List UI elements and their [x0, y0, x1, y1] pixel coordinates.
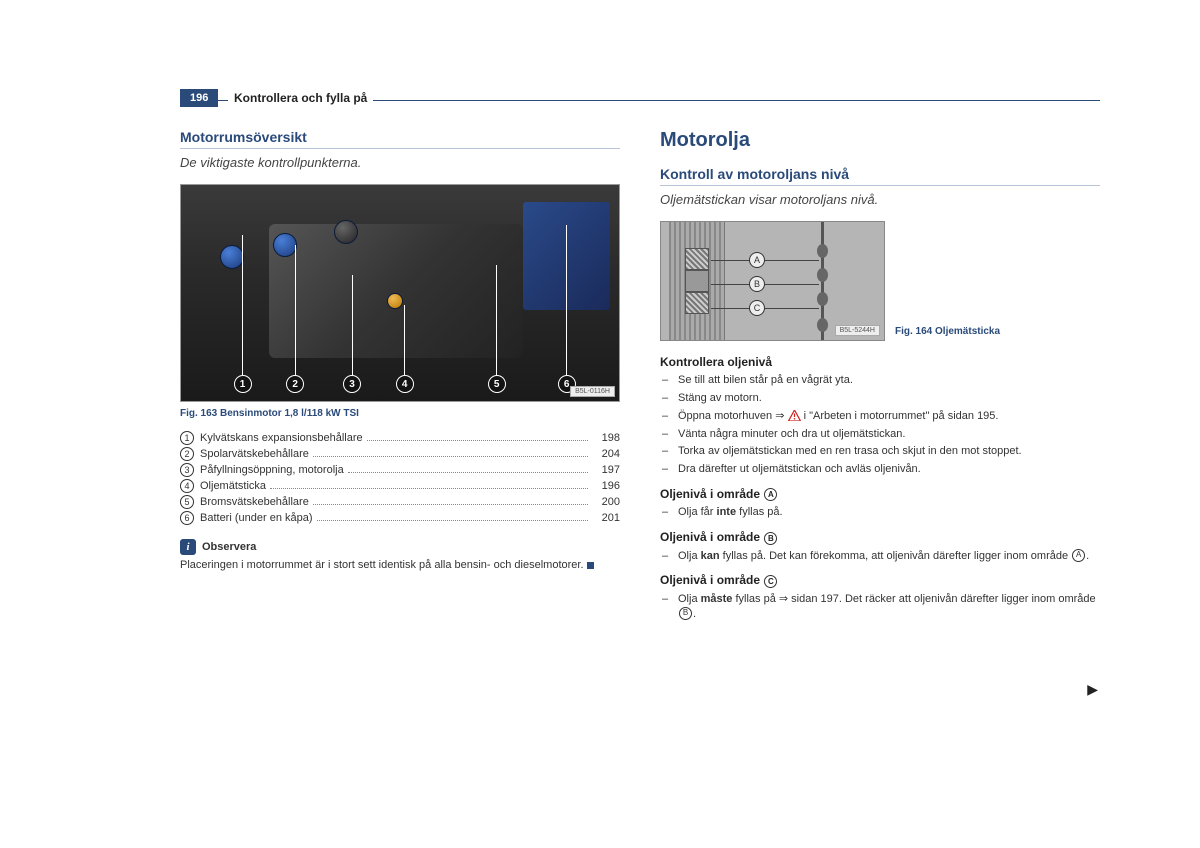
- manual-page: 196 Kontrollera och fylla på Motorrumsöv…: [0, 0, 1200, 664]
- instruction-list: Olja får inte fyllas på.: [660, 505, 1100, 520]
- component-row: 6 Batteri (under en kåpa) 201: [180, 511, 620, 525]
- component-number-icon: 1: [180, 431, 194, 445]
- note-text: Placeringen i motorrummet är i stort set…: [180, 559, 620, 571]
- list-item: Öppna motorhuven ⇒ i "Arbeten i motorrum…: [660, 409, 1100, 424]
- figure-callout: 5: [488, 265, 506, 393]
- list-item: Torka av oljemätstickan med en ren trasa…: [660, 444, 1100, 459]
- component-row: 2 Spolarvätskebehållare 204: [180, 447, 620, 461]
- info-icon: i: [180, 539, 196, 555]
- engine-bay-figure: 123456 B5L-0116H: [180, 184, 620, 402]
- instruction-list: Se till att bilen står på en vågrät yta.…: [660, 373, 1100, 477]
- subsection-heading: Oljenivå i område C: [660, 573, 1100, 587]
- header-title: Kontrollera och fylla på: [228, 91, 373, 105]
- figure-callout: 6: [558, 225, 576, 393]
- zone-letter-icon: A: [1072, 549, 1085, 562]
- subsection-heading: Kontrollera oljenivå: [660, 355, 1100, 369]
- instruction-list: Olja måste fyllas på ⇒ sidan 197. Det rä…: [660, 592, 1100, 622]
- dipstick-zone-callout: C: [711, 300, 819, 316]
- component-label: Påfyllningsöppning, motorolja: [200, 464, 344, 476]
- list-item: Stäng av motorn.: [660, 391, 1100, 406]
- component-page: 197: [592, 464, 620, 476]
- zone-letter-icon: C: [764, 575, 777, 588]
- figure-caption: Fig. 163 Bensinmotor 1,8 l/118 kW TSI: [180, 408, 620, 419]
- component-row: 3 Påfyllningsöppning, motorolja 197: [180, 463, 620, 477]
- component-reference-list: 1 Kylvätskans expansionsbehållare 198 2 Spol…: [180, 431, 620, 525]
- left-column: Motorrumsöversikt De viktigaste kontroll…: [180, 129, 620, 624]
- list-item: Olja kan fyllas på. Det kan förekomma, a…: [660, 549, 1100, 564]
- dipstick-zone-callout: B: [711, 276, 819, 292]
- figure-callout: 3: [343, 275, 361, 393]
- list-item: Dra därefter ut oljemätstickan och avläs…: [660, 462, 1100, 477]
- component-label: Spolarvätskebehållare: [200, 448, 309, 460]
- zone-letter-icon: B: [679, 607, 692, 620]
- component-page: 196: [592, 480, 620, 492]
- subsection-heading: Oljenivå i område A: [660, 487, 1100, 501]
- section-heading: Kontroll av motoroljans nivå: [660, 166, 1100, 186]
- dipstick-zone-callout: A: [711, 252, 819, 268]
- subsection-heading: Oljenivå i område B: [660, 530, 1100, 544]
- dipstick-figure: ABC B5L-5244H: [660, 221, 885, 341]
- component-row: 1 Kylvätskans expansionsbehållare 198: [180, 431, 620, 445]
- component-number-icon: 4: [180, 479, 194, 493]
- component-label: Batteri (under en kåpa): [200, 512, 313, 524]
- figure-caption: Fig. 164 Oljemätsticka: [895, 326, 1000, 341]
- figure-ref-tag: B5L-0116H: [570, 386, 615, 397]
- figure-callout: 4: [396, 305, 414, 393]
- chapter-heading: Motorolja: [660, 129, 1100, 152]
- component-page: 198: [592, 432, 620, 444]
- note-title: Observera: [202, 541, 256, 553]
- zone-letter-icon: B: [764, 532, 777, 545]
- component-number-icon: 5: [180, 495, 194, 509]
- zone-letter-icon: A: [764, 488, 777, 501]
- figure-ref-tag: B5L-5244H: [835, 325, 880, 336]
- figure-callout: 2: [286, 245, 304, 393]
- section-heading: Motorrumsöversikt: [180, 129, 620, 149]
- instruction-list: Olja kan fyllas på. Det kan förekomma, a…: [660, 549, 1100, 564]
- component-row: 5 Bromsvätskebehållare 200: [180, 495, 620, 509]
- component-label: Kylvätskans expansionsbehållare: [200, 432, 363, 444]
- header-rule: 196 Kontrollera och fylla på: [180, 100, 1100, 101]
- component-number-icon: 2: [180, 447, 194, 461]
- component-page: 204: [592, 448, 620, 460]
- component-label: Oljemätsticka: [200, 480, 266, 492]
- component-page: 201: [592, 512, 620, 524]
- component-row: 4 Oljemätsticka 196: [180, 479, 620, 493]
- list-item: Vänta några minuter och dra ut oljemätst…: [660, 427, 1100, 442]
- page-number: 196: [180, 89, 218, 107]
- component-number-icon: 6: [180, 511, 194, 525]
- right-column: Motorolja Kontroll av motoroljans nivå O…: [660, 129, 1100, 624]
- figure-callout: 1: [234, 235, 252, 393]
- note-block: i Observera Placeringen i motorrummet är…: [180, 539, 620, 571]
- section-subtitle: De viktigaste kontrollpunkterna.: [180, 155, 620, 170]
- list-item: Olja får inte fyllas på.: [660, 505, 1100, 520]
- component-page: 200: [592, 496, 620, 508]
- component-number-icon: 3: [180, 463, 194, 477]
- warning-icon: [788, 410, 801, 421]
- list-item: Se till att bilen står på en vågrät yta.: [660, 373, 1100, 388]
- end-of-section-icon: [587, 562, 594, 569]
- content-columns: Motorrumsöversikt De viktigaste kontroll…: [180, 129, 1100, 624]
- section-subtitle: Oljemätstickan visar motoroljans nivå.: [660, 192, 1100, 207]
- continued-arrow-icon: ▶: [1087, 681, 1098, 698]
- component-label: Bromsvätskebehållare: [200, 496, 309, 508]
- list-item: Olja måste fyllas på ⇒ sidan 197. Det rä…: [660, 592, 1100, 622]
